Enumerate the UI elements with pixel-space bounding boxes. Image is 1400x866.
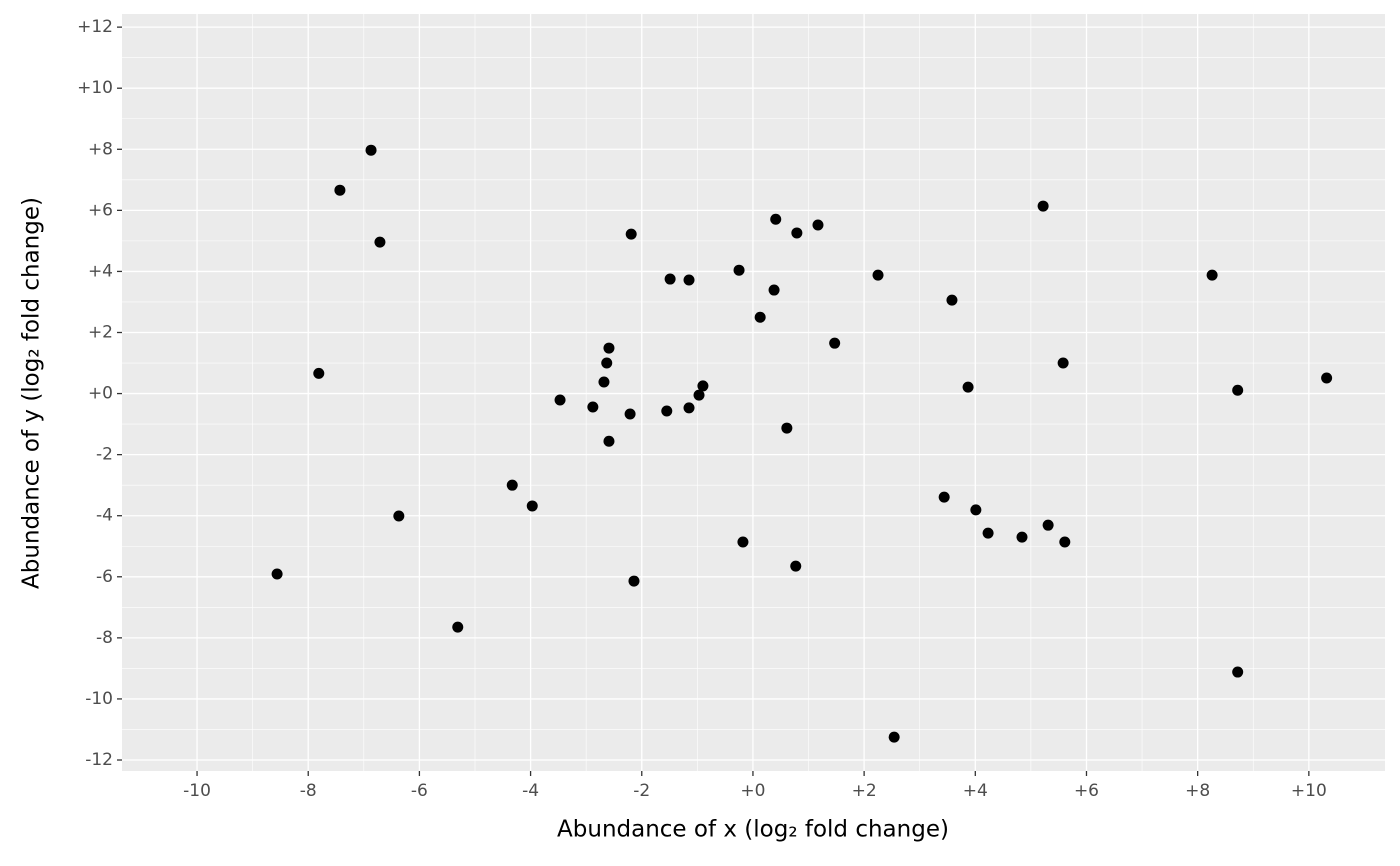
point [770,213,782,225]
point [374,236,386,248]
y-tick-label: +2 [88,322,113,342]
point [1232,384,1244,396]
point [888,731,900,743]
point [554,394,566,406]
point [598,376,610,388]
point [625,228,637,240]
point [754,311,766,323]
y-tick-label: +6 [88,200,113,220]
point [1057,357,1069,369]
x-axis-title: Abundance of x (log₂ fold change) [557,817,949,843]
point [812,219,824,231]
y-tick-label: -4 [96,506,113,526]
point [603,342,615,354]
point [452,621,464,633]
point [872,269,884,281]
x-tick-label: -8 [300,781,317,801]
x-tick-label: +2 [852,781,877,801]
point [781,422,793,434]
x-tick-label: +0 [740,781,765,801]
y-tick-label: -8 [96,628,113,648]
point [1042,519,1054,531]
y-tick-label: -10 [85,689,113,709]
point [661,405,673,417]
point [587,401,599,413]
point [791,227,803,239]
point [946,294,958,306]
point [1016,531,1028,543]
y-tick-label: +0 [88,384,113,404]
y-tick-label: +12 [77,17,113,37]
point [628,575,640,587]
point [693,389,705,401]
point [683,402,695,414]
y-tick-label: +8 [88,139,113,159]
point [506,479,518,491]
point [664,273,676,285]
point [1037,200,1049,212]
y-tick-label: -2 [96,445,113,465]
x-tick-label: +8 [1185,781,1210,801]
x-tick-label: -10 [183,781,211,801]
point [938,491,950,503]
point [334,184,346,196]
y-tick-label: -6 [96,567,113,587]
y-tick-label: +10 [77,78,113,98]
point [737,536,749,548]
point [526,500,538,512]
x-tick-label: +6 [1074,781,1099,801]
y-axis-title: Abundance of y (log₂ fold change) [19,197,45,589]
point [601,357,613,369]
point [603,435,615,447]
point [271,568,283,580]
point [1321,372,1333,384]
point [1206,269,1218,281]
x-tick-label: +4 [963,781,988,801]
point [733,264,745,276]
point [768,284,780,296]
point [829,337,841,349]
point [1232,666,1244,678]
point [624,408,636,420]
point [697,380,709,392]
x-tick-label: -6 [411,781,428,801]
point [982,527,994,539]
grid [122,14,1385,771]
x-tick-label: -4 [522,781,539,801]
point [365,144,377,156]
point [790,560,802,572]
point [683,274,695,286]
point [393,510,405,522]
point [970,504,982,516]
point [1059,536,1071,548]
x-tick-label: +10 [1291,781,1327,801]
y-tick-label: +4 [88,261,113,281]
x-tick-label: -2 [633,781,650,801]
point [313,367,325,379]
point [962,381,974,393]
y-tick-label: -12 [85,750,113,770]
